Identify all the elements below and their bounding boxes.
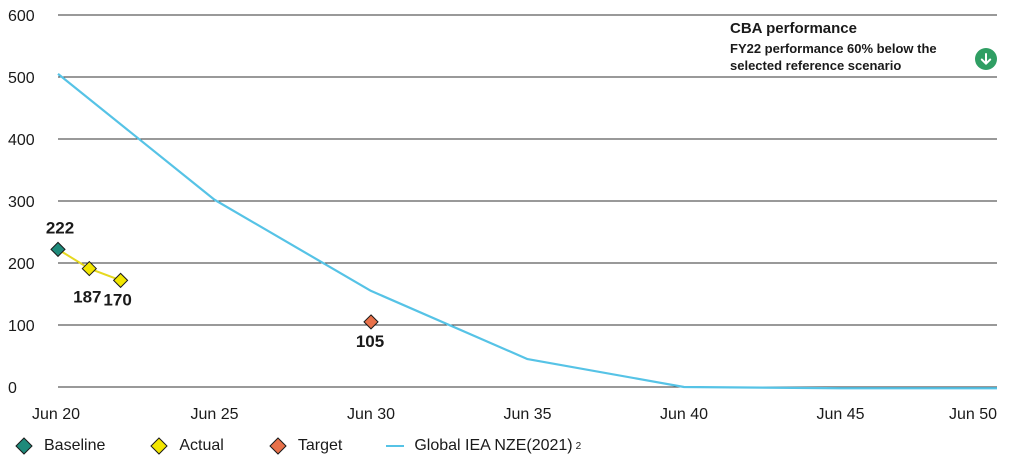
data-point-baseline <box>50 241 66 258</box>
target-diamond-icon <box>269 437 287 455</box>
y-tick-label: 400 <box>8 132 35 149</box>
legend-item-nze: Global IEA NZE(2021) 2 <box>386 437 581 455</box>
data-label: 105 <box>356 332 384 351</box>
legend-label-nze: Global IEA NZE(2021) <box>414 437 573 454</box>
performance-callout: CBA performance FY22 performance 60% bel… <box>730 20 1000 74</box>
callout-title: CBA performance <box>730 20 857 37</box>
actual-diamond-icon <box>150 437 169 455</box>
legend-label-nze-footnote: 2 <box>575 440 582 452</box>
data-point-actual <box>81 260 98 277</box>
y-tick-label: 0 <box>8 380 17 397</box>
x-tick-label: Jun 25 <box>190 406 238 423</box>
y-tick-label: 500 <box>8 70 35 87</box>
data-label: 187 <box>73 288 101 307</box>
x-tick-label: Jun 45 <box>816 406 864 423</box>
series-line-nze <box>57 73 997 390</box>
data-point-target <box>363 314 379 330</box>
arrow-down-circle-icon <box>975 48 997 70</box>
y-tick-label: 100 <box>8 318 35 335</box>
x-tick-label: Jun 50 <box>949 406 997 423</box>
data-label: 222 <box>46 218 74 237</box>
data-point-actual <box>112 272 129 289</box>
y-tick-label: 300 <box>8 194 35 211</box>
legend-label-target: Target <box>297 437 343 454</box>
x-tick-label: Jun 35 <box>503 406 551 423</box>
nze-line-icon <box>386 445 405 447</box>
x-tick-label: Jun 30 <box>347 406 395 423</box>
legend-item-actual: Actual <box>149 436 224 456</box>
line-chart: 0 100 200 300 400 500 600 Jun 20 Jun 25 Jun 30 Jun… <box>8 8 997 423</box>
callout-text: FY22 performance 60% below the selected … <box>730 41 937 73</box>
y-tick-label: 600 <box>8 8 35 25</box>
x-tick-label: Jun 40 <box>660 406 708 423</box>
x-tick-label: Jun 20 <box>32 406 80 423</box>
legend-item-baseline: Baseline <box>14 436 105 456</box>
baseline-diamond-icon <box>15 437 33 455</box>
y-tick-label: 200 <box>8 256 35 273</box>
chart-legend: Baseline Actual Target Global IEA NZE(20… <box>14 434 625 458</box>
legend-label-baseline: Baseline <box>44 437 106 454</box>
data-label: 170 <box>103 290 131 309</box>
legend-item-target: Target <box>268 436 342 456</box>
legend-label-actual: Actual <box>179 437 224 454</box>
